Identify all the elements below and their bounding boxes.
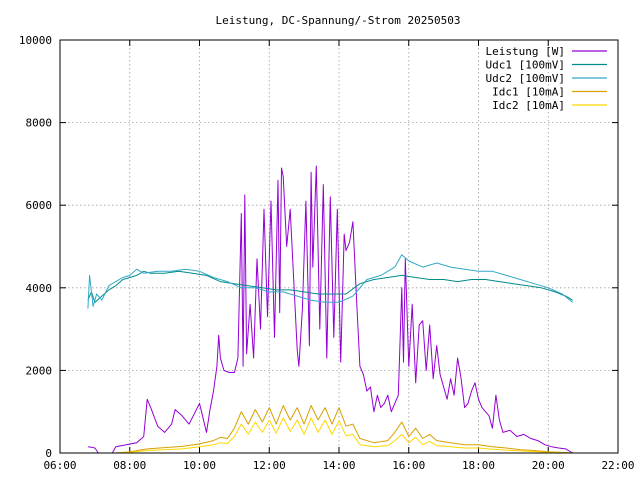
x-tick-label: 16:00: [392, 459, 425, 472]
x-tick-label: 10:00: [183, 459, 216, 472]
series-line-4: [115, 405, 573, 454]
x-tick-label: 22:00: [601, 459, 634, 472]
y-tick-label: 0: [45, 447, 52, 460]
x-tick-label: 18:00: [462, 459, 495, 472]
chart-title: Leistung, DC-Spannung/-Strom 20250503: [215, 14, 460, 27]
axis-ticks: 06:00 08:00 10:00 12:00 14:00 16:00 18:00 20:00…: [19, 34, 635, 472]
legend-label: Udc2 [100mV]: [486, 72, 565, 85]
grid: [60, 40, 618, 453]
legend-label: Idc1 [10mA]: [492, 86, 565, 99]
legend-label: Idc2 [10mA]: [492, 99, 565, 112]
plot-frame: [59, 39, 619, 454]
y-tick-label: 4000: [26, 282, 53, 295]
series-group: [87, 165, 574, 454]
x-tick-label: 14:00: [322, 459, 355, 472]
legend-label: Udc1 [100mV]: [486, 59, 565, 72]
y-tick-label: 2000: [26, 364, 53, 377]
y-tick-label: 10000: [19, 34, 52, 47]
x-tick-label: 20:00: [532, 459, 565, 472]
legend: Leistung [W]Udc1 [100mV]Udc2 [100mV]Idc1…: [486, 45, 607, 112]
x-tick-label: 06:00: [43, 459, 76, 472]
legend-label: Leistung [W]: [486, 45, 565, 58]
y-tick-label: 6000: [26, 199, 53, 212]
series-line-3: [87, 254, 574, 309]
y-tick-label: 8000: [26, 117, 53, 130]
series-line-1: [87, 165, 573, 454]
series-line-5: [115, 417, 573, 454]
x-tick-label: 12:00: [253, 459, 286, 472]
x-tick-label: 08:00: [113, 459, 146, 472]
series-line-2: [87, 270, 573, 303]
